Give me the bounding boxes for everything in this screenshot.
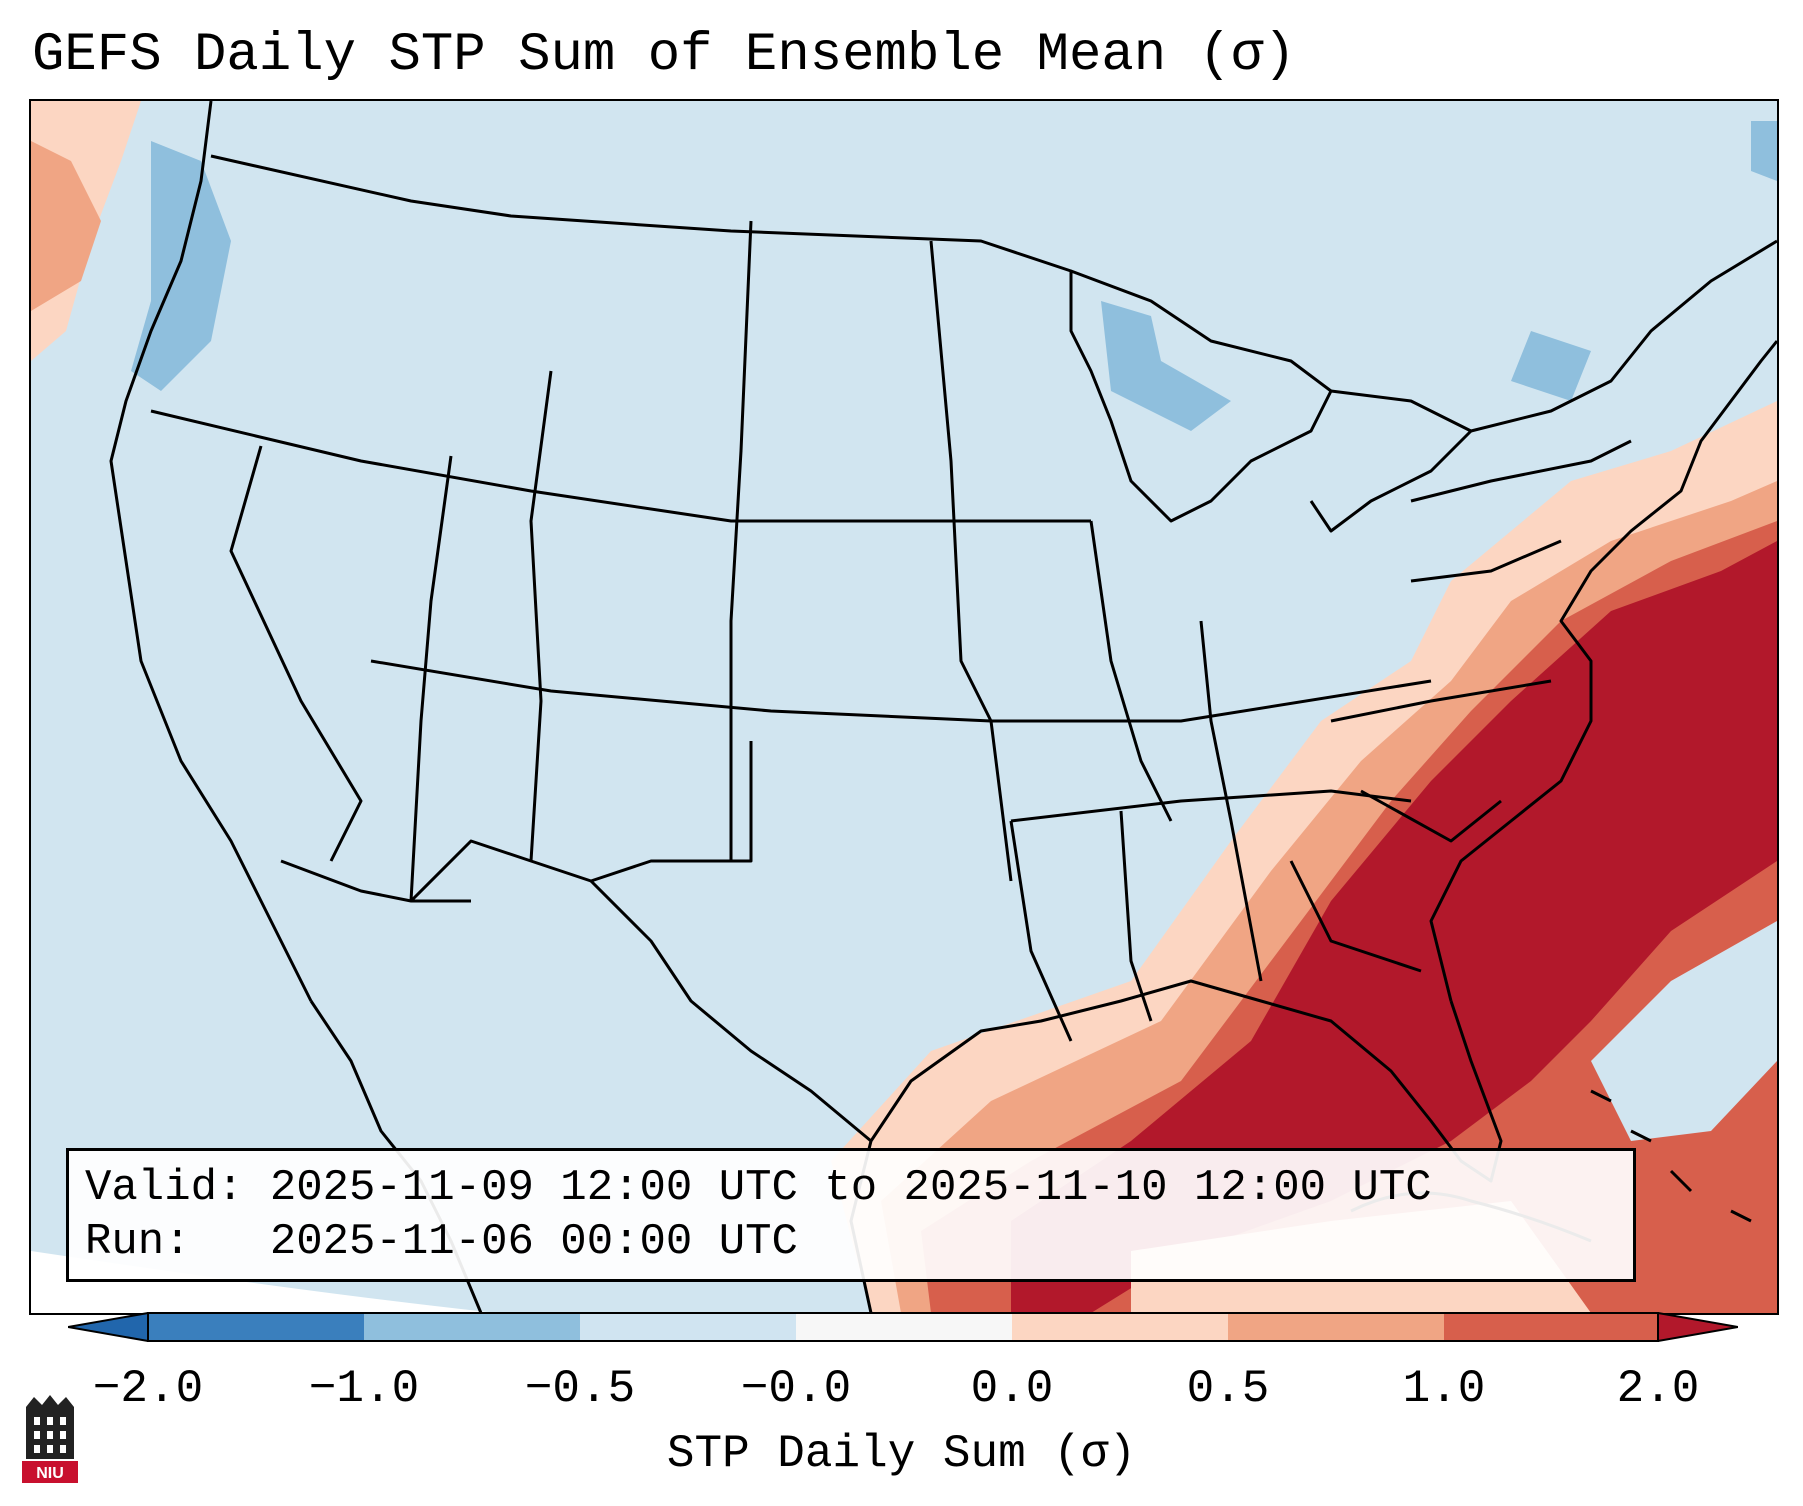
colorbar-ticklabel-7: 1.0	[1402, 1363, 1486, 1415]
state-col-1	[229, 445, 363, 862]
valid-label: Valid:	[85, 1163, 244, 1213]
colorbar-segment-1	[148, 1313, 364, 1341]
colorbar-segment-2	[364, 1313, 580, 1341]
state-col-2	[409, 455, 453, 902]
west-coastline	[109, 101, 313, 1002]
valid-run-info-box: Valid: 2025-11-09 12:00 UTC to 2025-11-1…	[66, 1148, 1636, 1282]
logo-text: NIU	[36, 1465, 64, 1482]
maritimes-cool-patch	[1751, 121, 1777, 181]
chart-title: GEFS Daily STP Sum of Ensemble Mean (σ)	[32, 25, 1296, 86]
states-mid-row	[370, 659, 1432, 723]
colorbar-ticklabel-1: −2.0	[92, 1363, 204, 1415]
state-virginia	[1330, 679, 1552, 723]
rio-grande	[589, 879, 872, 1143]
colorbar-segment-5	[1012, 1313, 1228, 1341]
logo-tower	[26, 1395, 74, 1459]
canada-border-east	[1470, 239, 1777, 433]
state-col-5	[929, 240, 1013, 882]
run-value: 2025-11-06 00:00 UTC	[269, 1217, 798, 1267]
state-col-4	[729, 220, 753, 861]
colorbar-ticklabel-6: 0.5	[1186, 1363, 1270, 1415]
colorbar-ticklabel-4: −0.0	[740, 1363, 852, 1415]
logo-badge	[22, 1461, 78, 1483]
state-mississippi	[1009, 820, 1073, 1042]
colorbar-extend-high	[1657, 1312, 1738, 1342]
great-lakes-outline	[1069, 269, 1333, 523]
colorbar-ticklabel-8: 2.0	[1616, 1363, 1700, 1415]
state-ny	[1410, 439, 1632, 503]
state-alabama	[1119, 810, 1153, 1022]
colorbar-ticklabel-5: 0.0	[970, 1363, 1054, 1415]
map-panel	[29, 99, 1779, 1315]
projection-edge-left	[31, 1251, 497, 1313]
colorbar-segment-7	[1444, 1313, 1658, 1341]
pacific-warm-core	[31, 141, 101, 311]
canada-cool-patch	[1511, 331, 1591, 401]
lake-erie-ontario	[1309, 389, 1473, 533]
colorbar	[68, 1312, 1738, 1342]
run-label: Run:	[85, 1217, 191, 1267]
colorbar-outline	[147, 1312, 1659, 1342]
state-col-7	[1199, 620, 1263, 982]
colorbar-ticklabel-2: −1.0	[308, 1363, 420, 1415]
valid-value: 2025-11-09 12:00 UTC to 2025-11-10 12:00…	[269, 1163, 1432, 1213]
colorbar-extend-low	[68, 1312, 149, 1342]
mexico-border	[280, 859, 471, 903]
niu-logo: NIU	[22, 1395, 78, 1483]
atlantic-cool-gap	[1591, 921, 1777, 1141]
colorbar-segment-3	[580, 1313, 796, 1341]
colorbar-segment-6	[1228, 1313, 1444, 1341]
state-col-8	[1289, 860, 1422, 973]
colorbar-ticklabel-3: −0.5	[524, 1363, 636, 1415]
great-lakes-cool-patch	[1101, 301, 1231, 431]
east-coastline	[1429, 340, 1777, 1002]
canada-border-west	[210, 154, 1072, 273]
bahamas-islands	[1590, 1089, 1752, 1223]
state-penn	[1410, 539, 1562, 583]
state-col-6	[1089, 520, 1173, 822]
anomaly-map	[31, 101, 1777, 1313]
colorbar-label: STP Daily Sum (σ)	[666, 1428, 1137, 1480]
state-col-3	[529, 370, 553, 862]
state-carolinas	[1360, 789, 1502, 843]
colorbar-segment-4	[796, 1313, 1012, 1341]
states-north-row	[150, 409, 1091, 523]
pacific-cool-anomaly	[131, 141, 231, 391]
